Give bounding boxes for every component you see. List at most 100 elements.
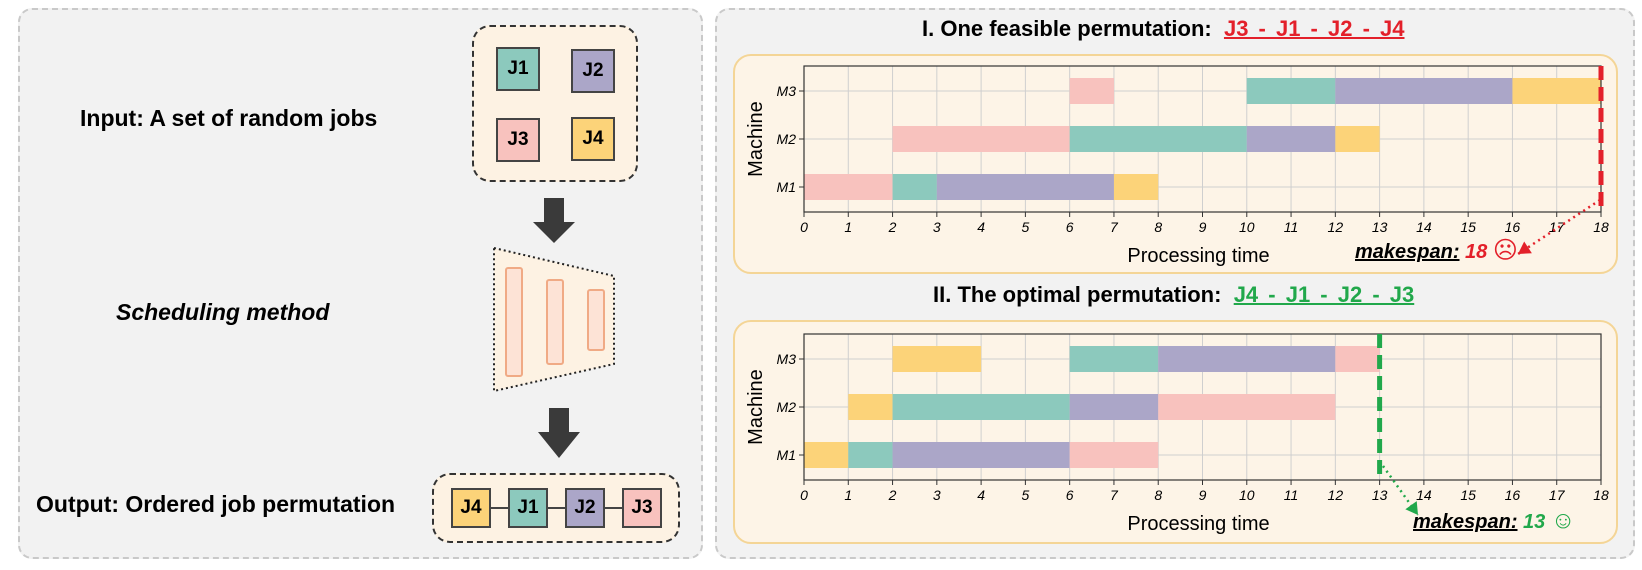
- method-label: Scheduling method: [116, 299, 330, 325]
- output-job-4: J3: [622, 488, 662, 528]
- bar-m2-j4: [848, 394, 893, 420]
- input-job-3: J3: [496, 118, 540, 162]
- y-tick-label: M3: [777, 351, 797, 367]
- x-tick-label: 7: [1110, 487, 1119, 503]
- bar-m2-j3: [1158, 394, 1336, 420]
- x-tick-label: 1: [844, 487, 852, 503]
- makespan-value: 13: [1518, 511, 1551, 533]
- bar-m1-j1: [848, 442, 893, 468]
- x-tick-label: 0: [800, 487, 808, 503]
- bar-m2-j2: [1069, 394, 1159, 420]
- x-tick-label: 8: [1154, 219, 1162, 235]
- down-arrow-icon: [538, 408, 580, 458]
- bar-m3-j4: [892, 346, 982, 372]
- chart1-title: I. One feasible permutation: J3 - J1 - J…: [922, 16, 1405, 42]
- output-job-2: J1: [508, 488, 548, 528]
- output-job-1: J4: [451, 488, 491, 528]
- x-tick-label: 18: [1593, 219, 1609, 235]
- x-tick-label: 6: [1066, 487, 1074, 503]
- makespan-value: 18: [1460, 241, 1493, 263]
- y-tick-label: M3: [777, 83, 797, 99]
- bar-m2-j1: [892, 394, 1070, 420]
- bar-m3-j2: [1335, 78, 1513, 104]
- x-tick-label: 12: [1328, 219, 1344, 235]
- output-job-3: J2: [565, 488, 605, 528]
- x-tick-label: 12: [1328, 487, 1344, 503]
- bar-m3-j4: [1512, 78, 1601, 104]
- x-tick-label: 13: [1372, 219, 1388, 235]
- x-tick-label: 0: [800, 219, 808, 235]
- x-tick-label: 16: [1505, 487, 1521, 503]
- bar-m3-j1: [1069, 346, 1159, 372]
- x-tick-label: 11: [1284, 219, 1299, 235]
- x-tick-label: 3: [933, 219, 941, 235]
- makespan-label-text: makespan:: [1413, 511, 1518, 533]
- bar-m1-j3: [1069, 442, 1159, 468]
- x-tick-label: 15: [1460, 219, 1476, 235]
- x-tick-label: 2: [888, 219, 897, 235]
- x-tick-label: 2: [888, 487, 897, 503]
- x-tick-label: 18: [1593, 487, 1609, 503]
- x-tick-label: 5: [1021, 219, 1029, 235]
- makespan-label: makespan: 18 ☹: [1355, 237, 1518, 264]
- y-tick-label: M1: [777, 447, 796, 463]
- bar-m2-j4: [1335, 126, 1380, 152]
- x-tick-label: 1: [844, 219, 852, 235]
- bar-m2-j2: [1246, 126, 1336, 152]
- x-tick-label: 4: [977, 219, 985, 235]
- x-tick-label: 10: [1239, 219, 1255, 235]
- bar-m3-j3: [1335, 346, 1380, 372]
- bar-m1-j4: [804, 442, 849, 468]
- y-tick-label: M2: [777, 131, 797, 147]
- bar-m2-j3: [892, 126, 1070, 152]
- chart2-permutation: J4 - J1 - J2 - J3: [1233, 282, 1415, 307]
- x-tick-label: 5: [1021, 487, 1029, 503]
- y-axis-label: Machine: [745, 101, 767, 177]
- makespan-label: makespan: 13 ☺: [1413, 507, 1575, 534]
- chart2-title-prefix: II. The optimal permutation:: [933, 282, 1222, 307]
- bar-m3-j1: [1246, 78, 1336, 104]
- bar-m1-j3: [804, 174, 893, 200]
- x-tick-label: 14: [1416, 219, 1432, 235]
- output-permutation: J4 J1 J2 J3: [432, 473, 680, 543]
- makespan-face-icon: ☺: [1551, 507, 1576, 534]
- bar-m2-j1: [1069, 126, 1247, 152]
- makespan-arrow: [1517, 198, 1601, 256]
- input-job-2: J2: [571, 49, 615, 93]
- x-tick-label: 3: [933, 487, 941, 503]
- output-label: Output: Ordered job permutation: [36, 491, 396, 517]
- x-tick-label: 11: [1284, 487, 1299, 503]
- x-tick-label: 17: [1549, 219, 1566, 235]
- y-axis-label: Machine: [745, 369, 767, 445]
- chart1-permutation: J3 - J1 - J2 - J4: [1223, 16, 1405, 41]
- x-tick-label: 8: [1154, 487, 1162, 503]
- makespan-face-icon: ☹: [1493, 237, 1518, 264]
- bar-m3-j3: [1069, 78, 1114, 104]
- down-arrow-icon: [533, 198, 575, 243]
- input-label: Input: A set of random jobs: [80, 105, 378, 131]
- bar-m1-j1: [892, 174, 937, 200]
- gantt-chart-1: 0 1 2 3 4 5 6 7 8 9 10 11 12 13 14 15 16 17 18M1M2M3Proces…: [745, 65, 1609, 267]
- encoder-layer-2: [546, 279, 564, 365]
- scheduling-method-diagram: [493, 198, 615, 458]
- x-axis-label: Processing time: [1127, 513, 1269, 535]
- x-tick-label: 9: [1199, 219, 1207, 235]
- x-tick-label: 13: [1372, 487, 1388, 503]
- x-axis-label: Processing time: [1127, 245, 1269, 267]
- input-job-4: J4: [571, 117, 615, 161]
- x-tick-label: 16: [1505, 219, 1521, 235]
- x-tick-label: 7: [1110, 219, 1119, 235]
- makespan-arrowhead-icon: [1518, 241, 1532, 254]
- x-tick-label: 6: [1066, 219, 1074, 235]
- chart2-title: II. The optimal permutation: J4 - J1 - J…: [933, 282, 1414, 308]
- x-tick-label: 10: [1239, 487, 1255, 503]
- bar-m1-j2: [936, 174, 1114, 200]
- y-tick-label: M2: [777, 399, 797, 415]
- input-job-set: J1 J2 J3 J4: [472, 25, 638, 182]
- x-tick-label: 4: [977, 487, 985, 503]
- bar-m1-j2: [892, 442, 1070, 468]
- encoder-layer-3: [587, 289, 605, 351]
- bar-m1-j4: [1113, 174, 1159, 200]
- encoder-layer-1: [505, 267, 523, 377]
